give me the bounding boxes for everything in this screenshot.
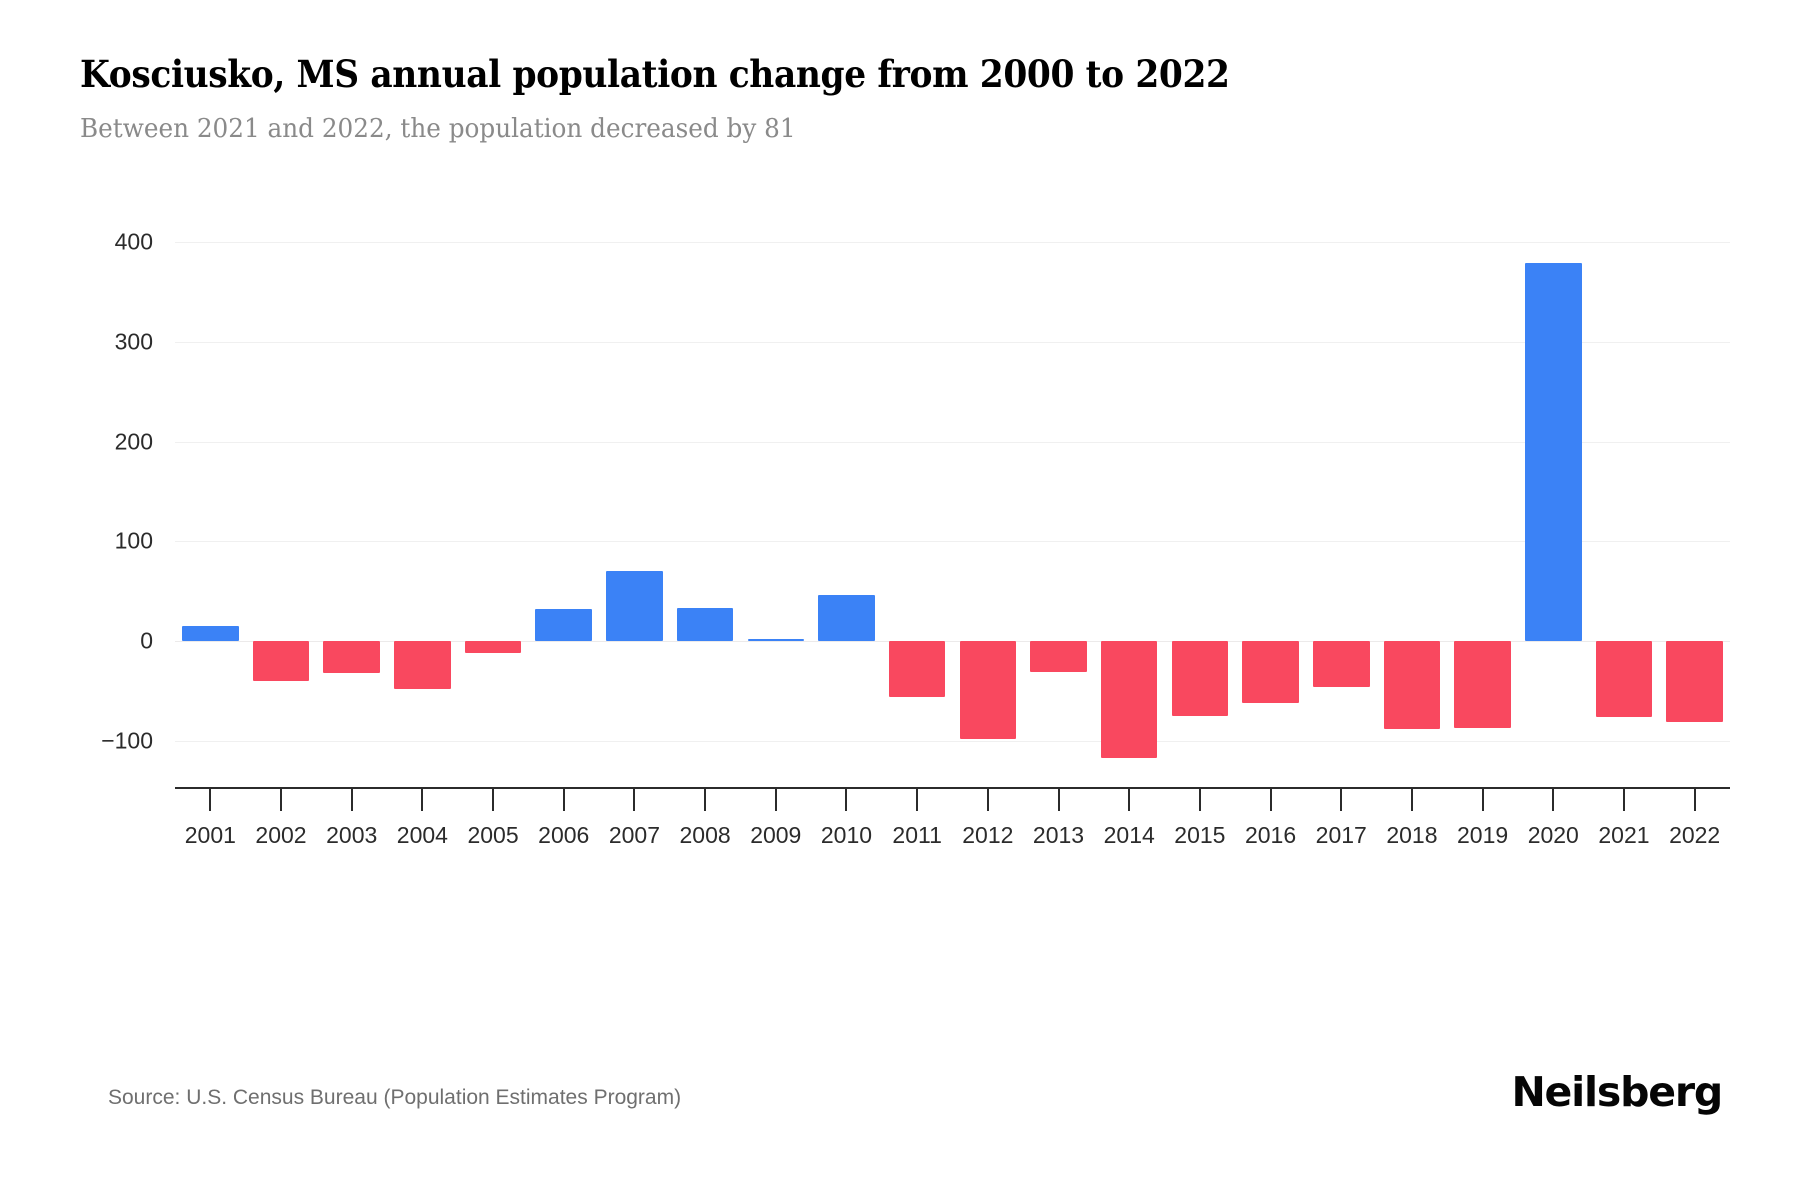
- x-axis-tick: [704, 789, 707, 811]
- bar-2003[interactable]: [323, 641, 380, 674]
- x-axis-tick: [350, 789, 353, 811]
- gridline-300: [175, 341, 1730, 343]
- bar-2016[interactable]: [1242, 641, 1299, 704]
- bar-2006[interactable]: [535, 609, 592, 642]
- bar-2019[interactable]: [1454, 641, 1511, 728]
- x-axis-tick: [986, 789, 989, 811]
- bar-2022[interactable]: [1666, 641, 1723, 723]
- x-axis-tick-label-2005: 2005: [467, 822, 519, 848]
- x-axis-tick: [1693, 789, 1696, 811]
- brand-logo: Neilsberg: [1511, 1068, 1723, 1116]
- bar-2013[interactable]: [1030, 641, 1087, 673]
- x-axis-tick: [916, 789, 919, 811]
- x-axis-tick-label-2009: 2009: [750, 822, 802, 848]
- bar-2015[interactable]: [1171, 641, 1229, 717]
- y-axis-tick-label: 300: [114, 328, 153, 355]
- bar-2010[interactable]: [818, 595, 875, 642]
- y-axis-tick-label: 200: [114, 428, 153, 455]
- x-axis-tick-label-2015: 2015: [1174, 822, 1226, 848]
- x-axis-tick-label-2020: 2020: [1527, 822, 1579, 848]
- x-axis-tick: [492, 789, 495, 811]
- x-axis-tick-label-2014: 2014: [1103, 822, 1155, 848]
- source-note: Source: U.S. Census Bureau (Population E…: [108, 1086, 682, 1109]
- gridline-200: [175, 441, 1730, 443]
- x-axis-tick: [774, 789, 777, 811]
- x-axis-tick: [280, 789, 283, 811]
- x-axis-tick-label-2006: 2006: [538, 822, 590, 848]
- x-axis-tick-label-2022: 2022: [1669, 822, 1721, 848]
- y-axis-tick-label: 100: [114, 527, 153, 554]
- x-axis-tick: [209, 789, 212, 811]
- bar-2009[interactable]: [747, 639, 805, 642]
- x-axis-tick-label-2003: 2003: [326, 822, 378, 848]
- x-axis-tick-label-2010: 2010: [820, 822, 873, 848]
- x-axis-tick: [1340, 789, 1343, 811]
- y-axis-tick-label: 0: [140, 627, 153, 654]
- gridline--100: [175, 741, 1730, 742]
- x-axis-tick-label-2004: 2004: [396, 822, 448, 848]
- bar-2004[interactable]: [394, 641, 451, 690]
- x-axis-tick: [845, 789, 848, 811]
- x-axis-tick-label-2002: 2002: [255, 822, 307, 848]
- x-axis-tick-label-2013: 2013: [1032, 822, 1085, 848]
- x-axis-tick-label-2018: 2018: [1386, 822, 1438, 848]
- plot-area: [175, 242, 1730, 758]
- gridline-100: [175, 541, 1730, 543]
- bar-2020[interactable]: [1525, 262, 1582, 642]
- x-axis-tick-label-2021: 2021: [1598, 822, 1650, 848]
- x-axis-tick: [1269, 789, 1272, 811]
- x-axis-tick-label-2001: 2001: [184, 822, 236, 848]
- bar-2014[interactable]: [1100, 641, 1158, 758]
- bar-2007[interactable]: [606, 571, 663, 642]
- gridline-400: [175, 242, 1730, 243]
- x-axis-tick-label-2016: 2016: [1244, 822, 1297, 848]
- y-axis-tick-label: 400: [114, 228, 153, 255]
- x-axis-tick: [1552, 789, 1555, 811]
- x-axis-tick-label-2007: 2007: [608, 822, 660, 848]
- y-axis-tick-label: −100: [101, 727, 153, 754]
- page-title: Kosciusko, MS annual population change f…: [80, 52, 1230, 96]
- x-axis-tick: [1128, 789, 1131, 811]
- bar-2008[interactable]: [676, 608, 734, 642]
- x-axis-tick-label-2012: 2012: [962, 822, 1014, 848]
- x-axis-line: [175, 787, 1730, 789]
- gridline-0: [175, 641, 1730, 643]
- bar-2012[interactable]: [959, 641, 1017, 739]
- x-axis-tick: [1410, 789, 1413, 811]
- bar-2005[interactable]: [464, 641, 522, 654]
- x-axis-tick-label-2019: 2019: [1457, 822, 1509, 848]
- x-axis-tick: [1622, 789, 1625, 811]
- x-axis-tick: [421, 789, 424, 811]
- x-axis-tick-label-2017: 2017: [1315, 822, 1367, 848]
- x-axis-tick: [1481, 789, 1484, 811]
- x-axis-tick: [1057, 789, 1060, 811]
- bar-2002[interactable]: [252, 641, 310, 682]
- chart-header: Kosciusko, MS annual population change f…: [80, 52, 1680, 144]
- bar-2021[interactable]: [1595, 641, 1653, 718]
- x-axis-tick: [562, 789, 565, 811]
- bar-2011[interactable]: [888, 641, 946, 698]
- x-axis-tick-label-2011: 2011: [892, 822, 942, 848]
- chart-subtitle: Between 2021 and 2022, the population de…: [80, 114, 796, 144]
- bar-2001[interactable]: [182, 626, 239, 642]
- x-axis-tick: [633, 789, 636, 811]
- x-axis-tick-label-2008: 2008: [679, 822, 731, 848]
- bar-2018[interactable]: [1383, 641, 1441, 729]
- bar-2017[interactable]: [1312, 641, 1370, 688]
- x-axis-tick: [1198, 789, 1201, 811]
